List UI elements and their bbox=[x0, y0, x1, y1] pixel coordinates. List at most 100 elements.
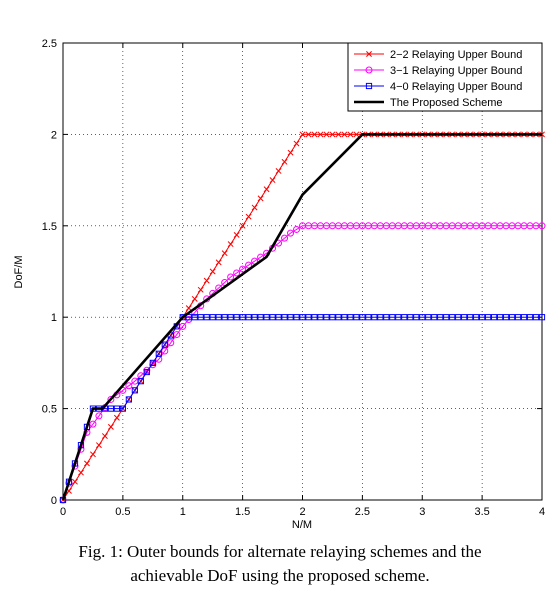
legend-label: 3−1 Relaying Upper Bound bbox=[390, 65, 522, 77]
series-marker bbox=[113, 405, 120, 412]
series-3 bbox=[61, 133, 542, 501]
series-marker bbox=[83, 460, 90, 467]
series-marker bbox=[323, 314, 330, 321]
series-marker bbox=[485, 314, 492, 321]
series-marker bbox=[95, 412, 103, 420]
series-marker bbox=[197, 286, 204, 293]
series-marker bbox=[287, 314, 294, 321]
series-marker bbox=[383, 314, 390, 321]
grid bbox=[63, 43, 542, 500]
series-line bbox=[61, 133, 542, 501]
legend-item: 2−2 Relaying Upper Bound bbox=[354, 49, 522, 61]
series-marker bbox=[209, 268, 216, 275]
series-marker bbox=[341, 131, 348, 138]
axis-ticks: 0 0.5 1 1.5 2 2.5 3 3.5 4 0 0.5 1 1.5 2 2.5 bbox=[42, 38, 545, 518]
legend-marker bbox=[365, 82, 373, 90]
series-marker bbox=[305, 131, 312, 138]
y-tick-label: 1 bbox=[51, 312, 57, 324]
series-marker bbox=[419, 314, 426, 321]
series-marker bbox=[287, 229, 295, 237]
series-marker bbox=[227, 314, 234, 321]
series-marker bbox=[401, 314, 408, 321]
x-axis-label: N/M bbox=[292, 519, 312, 531]
series-marker bbox=[538, 222, 546, 230]
series-marker bbox=[263, 314, 270, 321]
x-tick-label: 1.5 bbox=[235, 506, 250, 518]
x-tick-label: 0 bbox=[60, 506, 66, 518]
series-marker bbox=[317, 314, 324, 321]
series-marker bbox=[107, 405, 115, 412]
series-1 bbox=[59, 222, 546, 504]
series-marker bbox=[227, 241, 234, 248]
series-marker bbox=[293, 314, 300, 321]
series-marker bbox=[514, 314, 522, 321]
series-marker bbox=[281, 314, 288, 321]
series-marker bbox=[179, 314, 186, 321]
series-marker bbox=[257, 195, 264, 202]
series-marker bbox=[496, 314, 504, 321]
legend-marker bbox=[366, 51, 372, 57]
series-marker bbox=[347, 131, 354, 138]
x-tick-label: 0.5 bbox=[115, 506, 130, 518]
series-marker bbox=[407, 314, 414, 321]
series-marker bbox=[251, 204, 258, 211]
legend-item: 3−1 Relaying Upper Bound bbox=[354, 65, 522, 77]
series-marker bbox=[233, 314, 240, 321]
series-marker bbox=[538, 314, 546, 321]
series-marker bbox=[353, 314, 360, 321]
series-marker bbox=[526, 314, 534, 321]
series-marker bbox=[508, 314, 516, 321]
series-marker bbox=[221, 250, 228, 257]
series-marker bbox=[311, 131, 318, 138]
legend: 2−2 Relaying Upper Bound 3−1 Relaying Upp… bbox=[347, 42, 543, 112]
series-marker bbox=[275, 168, 282, 174]
series-line bbox=[62, 316, 542, 501]
legend-label: The Proposed Scheme bbox=[390, 97, 503, 109]
series-marker bbox=[149, 359, 156, 366]
series-marker bbox=[245, 261, 253, 269]
y-tick-label: 0.5 bbox=[42, 404, 57, 416]
series-marker bbox=[197, 314, 204, 321]
y-tick-label: 2 bbox=[51, 129, 57, 141]
series-marker bbox=[299, 131, 306, 138]
x-tick-label: 3 bbox=[419, 506, 425, 518]
series-marker bbox=[143, 368, 150, 376]
caption-line-1: Fig. 1: Outer bounds for alternate relay… bbox=[78, 542, 482, 561]
series-marker bbox=[233, 269, 241, 277]
series-marker bbox=[281, 158, 288, 165]
series-marker bbox=[72, 478, 78, 485]
series-marker bbox=[227, 273, 235, 281]
series-marker bbox=[221, 314, 228, 321]
series-marker bbox=[329, 314, 336, 321]
series-marker bbox=[413, 314, 420, 321]
series-marker bbox=[395, 314, 402, 321]
series-marker bbox=[317, 131, 324, 138]
series-marker bbox=[155, 350, 162, 357]
series-marker bbox=[443, 314, 450, 321]
series-marker bbox=[125, 382, 133, 390]
series-line bbox=[62, 225, 542, 501]
series-marker bbox=[353, 131, 360, 138]
series-marker bbox=[125, 396, 132, 403]
y-tick-label: 1.5 bbox=[42, 221, 57, 233]
series-marker bbox=[323, 131, 330, 138]
series-marker bbox=[239, 222, 246, 229]
series-marker bbox=[293, 225, 301, 233]
series-marker bbox=[341, 314, 348, 321]
series-marker bbox=[287, 149, 294, 156]
series-marker bbox=[185, 305, 192, 312]
series-marker bbox=[257, 314, 264, 321]
series-marker bbox=[449, 314, 456, 321]
series-marker bbox=[461, 314, 468, 321]
series-marker bbox=[520, 314, 528, 321]
series-marker bbox=[119, 405, 126, 412]
series-marker bbox=[263, 186, 270, 193]
series-marker bbox=[137, 378, 144, 385]
series-marker bbox=[305, 314, 312, 321]
series-marker bbox=[347, 314, 354, 321]
chart: 0 0.5 1 1.5 2 2.5 3 3.5 400.511.522.5 N/M DoF/M … bbox=[13, 38, 546, 531]
series-marker bbox=[215, 259, 222, 266]
series-marker bbox=[329, 131, 336, 138]
series-marker bbox=[335, 131, 342, 138]
series-marker bbox=[203, 277, 210, 284]
